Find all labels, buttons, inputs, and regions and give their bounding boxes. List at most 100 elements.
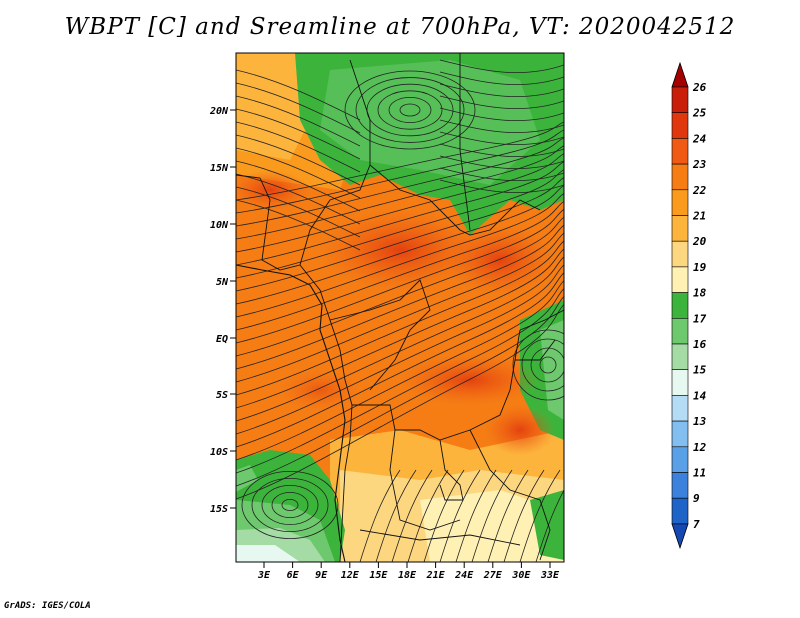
streamlines <box>236 59 564 562</box>
lon-label: 6E <box>287 570 300 581</box>
lat-label: 10N <box>210 220 229 231</box>
longitude-axis: 3E 6E 9E 12E 15E 18E 21E 24E 27E 30E 33E <box>257 562 560 581</box>
colorbar-label: 14 <box>693 389 707 402</box>
streamline <box>236 134 361 186</box>
streamline <box>236 240 564 396</box>
colorbar-label: 11 <box>693 467 706 480</box>
streamline <box>439 167 564 181</box>
lat-label: EQ <box>216 334 228 345</box>
colorbar-label: 9 <box>693 492 700 505</box>
streamline <box>439 107 564 121</box>
map-field <box>236 53 564 562</box>
lat-label: 10S <box>210 447 228 458</box>
streamline <box>375 469 417 562</box>
lon-label: 3E <box>257 570 271 581</box>
lon-label: 18E <box>398 570 417 581</box>
lat-label: 15S <box>210 504 228 515</box>
streamline <box>236 200 564 331</box>
streamline <box>366 83 454 137</box>
lon-label: 15E <box>369 570 388 581</box>
streamline <box>236 288 564 474</box>
streamline <box>535 489 564 562</box>
streamline <box>236 304 564 500</box>
streamline <box>236 129 564 214</box>
colorbar-swatch <box>671 317 689 345</box>
streamline <box>423 469 465 562</box>
colorbar-label: 17 <box>693 312 707 325</box>
streamline <box>236 108 361 160</box>
streamline <box>236 160 361 212</box>
colorbar-label: 15 <box>693 364 707 377</box>
country-borders <box>236 53 564 562</box>
lon-label: 21E <box>426 570 446 581</box>
streamline <box>439 179 564 193</box>
streamline <box>539 356 557 374</box>
colorbar-label: 21 <box>692 210 706 223</box>
streamline <box>439 83 564 97</box>
lat-label: 20N <box>209 106 229 117</box>
streamline <box>236 296 564 487</box>
lon-label: 33E <box>540 570 560 581</box>
streamline <box>251 478 329 532</box>
colorbar-swatch <box>671 472 689 499</box>
streamline <box>236 177 564 292</box>
streamline <box>236 208 564 344</box>
colorbar-swatch <box>671 497 689 525</box>
lat-label: 5S <box>216 390 228 401</box>
colorbar-swatch <box>671 446 689 473</box>
streamline <box>439 155 564 169</box>
colorbar-bottom-arrow <box>671 523 689 550</box>
streamline <box>439 95 564 109</box>
lat-label: 15N <box>210 163 229 174</box>
streamline <box>359 469 401 562</box>
colorbar-swatch <box>671 343 689 371</box>
colorbar-swatch <box>671 163 689 191</box>
colorbar: 26 25 24 23 22 21 20 19 18 17 16 15 14 13 12 11 9 7 <box>671 61 707 550</box>
coastline <box>236 264 346 562</box>
streamline <box>236 69 361 121</box>
streamline <box>487 469 529 562</box>
colorbar-label: 18 <box>693 287 707 300</box>
colorbar-top-arrow <box>671 61 689 88</box>
streamline <box>236 121 361 173</box>
lon-label: 24E <box>454 570 474 581</box>
streamline <box>455 469 497 562</box>
colorbar-label: 19 <box>693 261 707 274</box>
colorbar-label: 26 <box>692 81 707 94</box>
streamline <box>521 338 564 392</box>
streamline <box>439 71 564 85</box>
streamline <box>512 329 564 401</box>
colorbar-swatch <box>671 215 689 242</box>
streamline <box>388 97 432 123</box>
streamline <box>236 161 564 266</box>
colorbar-swatch <box>671 240 689 268</box>
streamline <box>503 469 545 562</box>
streamline <box>241 471 339 539</box>
colorbar-swatch <box>671 395 689 422</box>
streamline <box>236 232 564 383</box>
colorbar-swatch <box>671 86 689 114</box>
lon-label: 27E <box>483 570 503 581</box>
streamline <box>355 77 465 143</box>
streamline <box>439 59 564 73</box>
streamline <box>519 469 561 562</box>
lon-label: 30E <box>511 570 531 581</box>
streamline <box>377 90 443 130</box>
colorbar-label: 23 <box>692 158 707 171</box>
streamline <box>344 70 476 150</box>
colorbar-label: 24 <box>692 132 707 145</box>
streamline <box>399 103 421 117</box>
streamline <box>261 485 319 525</box>
streamline <box>236 186 361 238</box>
streamline <box>236 193 564 318</box>
lon-label: 12E <box>341 570 360 581</box>
lat-label: 5N <box>216 277 229 288</box>
colorbar-swatch <box>671 369 689 396</box>
streamline <box>236 216 564 357</box>
streamline <box>439 469 481 562</box>
streamline <box>236 137 564 227</box>
lon-label: 9E <box>315 570 328 581</box>
colorbar-swatch <box>671 138 689 165</box>
colorbar-swatch <box>671 292 689 319</box>
